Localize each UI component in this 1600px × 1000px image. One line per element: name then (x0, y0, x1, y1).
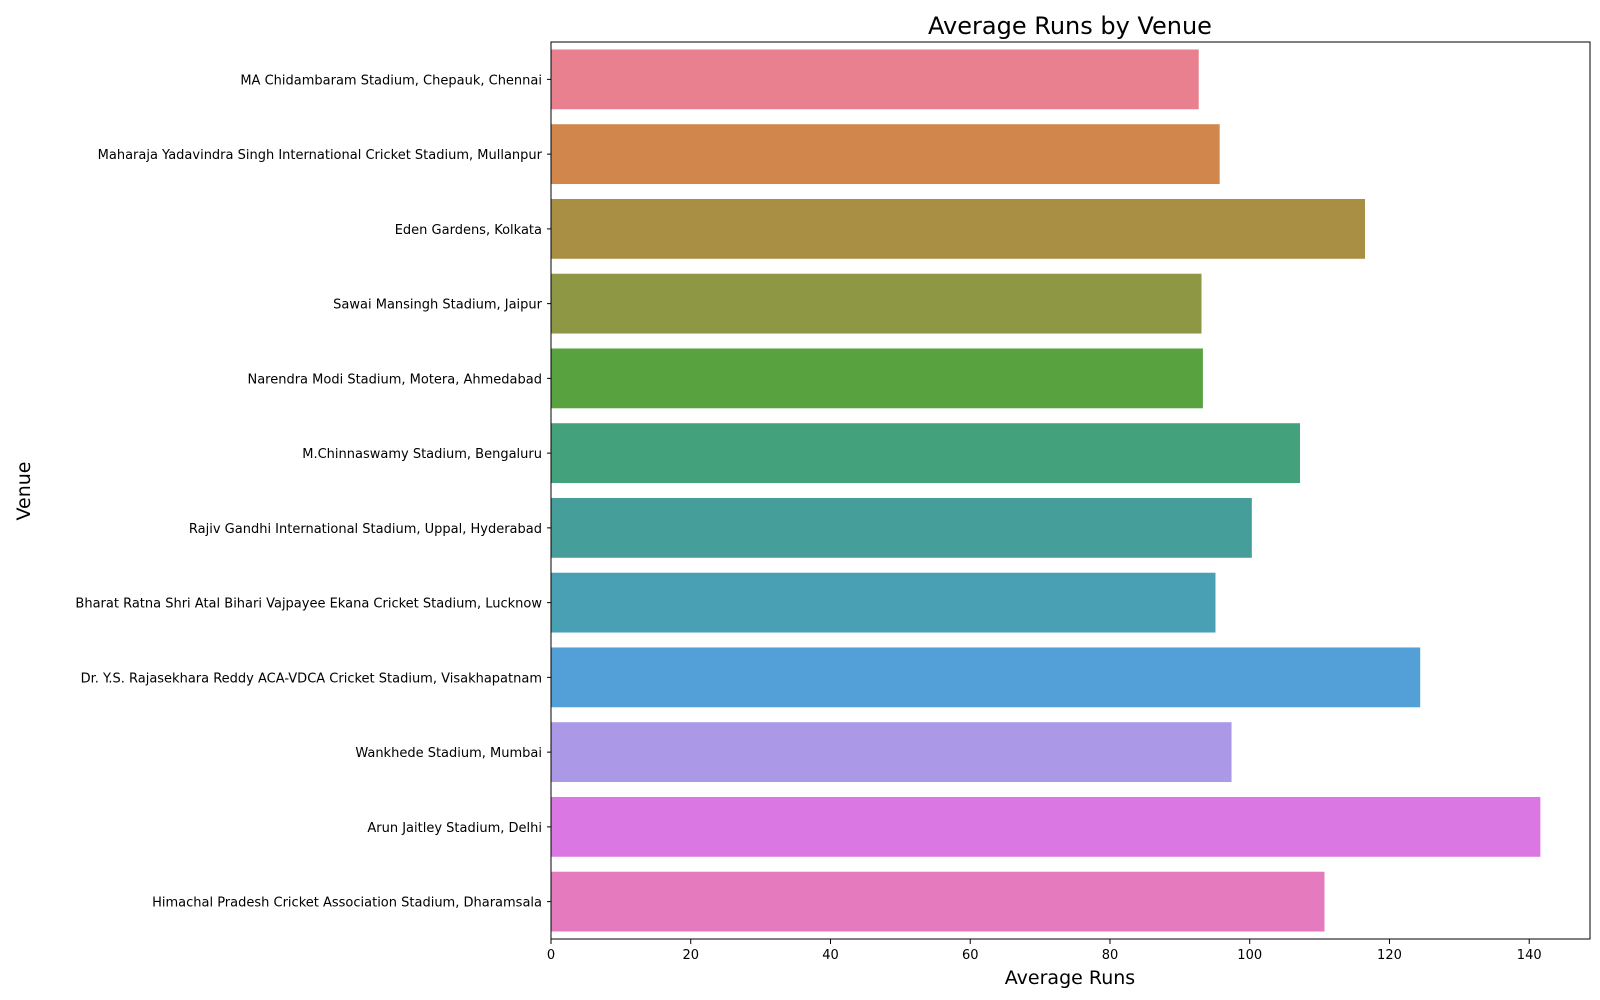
bar-dr-y-s-rajasekhara-reddy-aca-vdca-cricket-stadium-visakhapatnam (551, 647, 1421, 708)
y-tick-label: Dr. Y.S. Rajasekhara Reddy ACA-VDCA Cric… (81, 671, 542, 686)
y-tick-label: MA Chidambaram Stadium, Chepauk, Chennai (240, 73, 542, 88)
bar-sawai-mansingh-stadium-jaipur (551, 273, 1202, 334)
x-tick-label: 60 (962, 948, 979, 963)
y-tick-label: M.Chinnaswamy Stadium, Bengaluru (302, 447, 542, 462)
bars-layer (551, 49, 1541, 932)
y-tick-label: Eden Gardens, Kolkata (395, 223, 542, 238)
y-tick-label: Maharaja Yadavindra Singh International … (98, 148, 543, 163)
x-axis-title: Average Runs (1005, 967, 1135, 989)
y-tick-label: Bharat Ratna Shri Atal Bihari Vajpayee E… (75, 597, 542, 612)
bar-himachal-pradesh-cricket-association-stadium-dharamsala (551, 871, 1325, 932)
y-tick-label: Himachal Pradesh Cricket Association Sta… (152, 896, 542, 911)
bar-arun-jaitley-stadium-delhi (551, 796, 1541, 857)
x-tick-label: 0 (547, 948, 555, 963)
x-tick-label: 20 (682, 948, 699, 963)
x-tick-label: 120 (1377, 948, 1402, 963)
bar-rajiv-gandhi-international-stadium-uppal-hyderabad (551, 497, 1252, 558)
y-tick-label: Wankhede Stadium, Mumbai (355, 746, 542, 761)
bar-maharaja-yadavindra-singh-international-cricket-stadium-mullanpur (551, 124, 1220, 185)
x-tick-label: 40 (822, 948, 839, 963)
bar-m-chinnaswamy-stadium-bengaluru (551, 423, 1301, 484)
y-tick-label: Arun Jaitley Stadium, Delhi (367, 821, 542, 836)
bar-ma-chidambaram-stadium-chepauk-chennai (551, 49, 1199, 110)
x-tick-label: 80 (1102, 948, 1119, 963)
bar-eden-gardens-kolkata (551, 198, 1366, 259)
x-tick-label: 100 (1237, 948, 1262, 963)
x-tick-label: 140 (1517, 948, 1542, 963)
y-tick-label: Sawai Mansingh Stadium, Jaipur (333, 298, 542, 313)
bar-wankhede-stadium-mumbai (551, 722, 1232, 783)
y-tick-label: Narendra Modi Stadium, Motera, Ahmedabad (247, 372, 542, 387)
ticks-layer: MA Chidambaram Stadium, Chepauk, Chennai… (75, 73, 1541, 963)
plot-frame (550, 41, 1591, 940)
y-axis-title: Venue (13, 462, 35, 521)
chart-title: Average Runs by Venue (928, 12, 1212, 40)
bar-narendra-modi-stadium-motera-ahmedabad (551, 348, 1203, 409)
bar-bharat-ratna-shri-atal-bihari-vajpayee-ekana-cricket-stadium-lucknow (551, 572, 1216, 633)
y-tick-label: Rajiv Gandhi International Stadium, Uppa… (189, 522, 542, 537)
